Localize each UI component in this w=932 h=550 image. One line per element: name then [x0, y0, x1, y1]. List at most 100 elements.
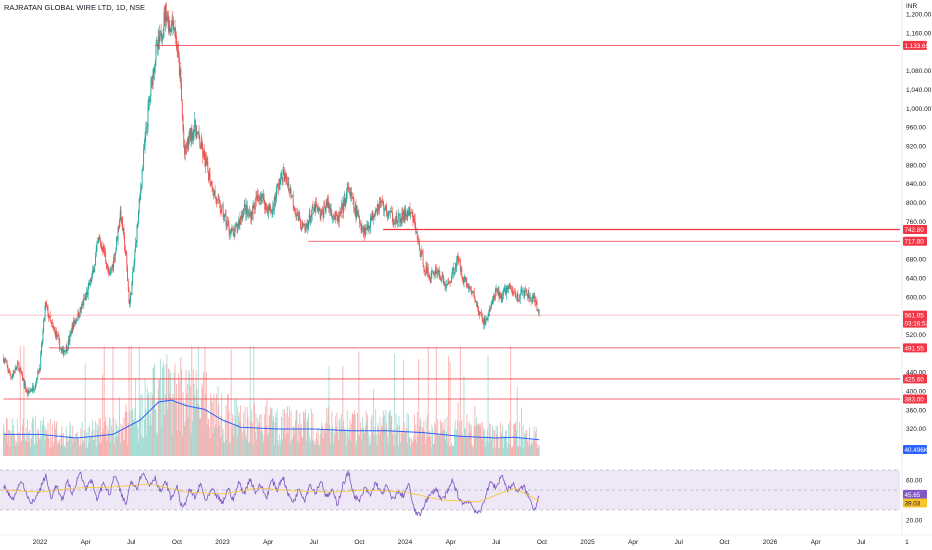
volume-bar [259, 431, 261, 456]
volume-bar [200, 418, 201, 456]
candle-body [500, 296, 502, 298]
candle-body [92, 270, 93, 276]
volume-bar [109, 418, 111, 456]
volume-bar [473, 447, 474, 456]
volume-bar [186, 393, 188, 456]
volume-bar [89, 426, 91, 456]
volume-bar [84, 363, 86, 456]
price-tick-label: 800.00 [906, 200, 926, 207]
volume-bar [442, 421, 444, 456]
candle-body [112, 264, 114, 268]
volume-bar [422, 429, 424, 456]
volume-bar [345, 431, 347, 456]
candle-body [200, 141, 202, 149]
candle-body [74, 320, 76, 324]
volume-bar [432, 428, 434, 456]
candle-body [285, 174, 287, 178]
candle-body [14, 367, 16, 373]
candle-body [308, 221, 309, 229]
candle-body [408, 207, 410, 212]
candle-body [275, 198, 277, 201]
candle-body [499, 293, 501, 298]
candle-body [487, 315, 489, 320]
volume-bar [223, 441, 225, 456]
volume-bar [298, 441, 300, 456]
candle-body [279, 178, 281, 185]
volume-bar [524, 433, 525, 456]
volume-bar [489, 423, 491, 456]
candle-body [233, 233, 235, 237]
candle-body [100, 241, 102, 246]
volume-bar [437, 435, 439, 456]
candle-body [173, 29, 175, 31]
volume-bar [457, 402, 459, 456]
volume-bar [227, 394, 229, 456]
candle-body [245, 205, 247, 215]
volume-bar [310, 438, 312, 456]
volume-bar [518, 422, 520, 456]
candle-body [361, 227, 363, 231]
volume-bar [3, 424, 4, 456]
volume-bar [300, 423, 302, 456]
volume-bar [302, 437, 304, 456]
volume-bar [286, 434, 288, 456]
candle-body [432, 271, 434, 275]
volume-bar [366, 421, 368, 456]
volume-bar [170, 401, 172, 456]
volume-bar [68, 434, 70, 456]
price-tick-label: 440.00 [906, 370, 926, 377]
volume-bar [250, 420, 252, 456]
candle-body [509, 284, 511, 287]
volume-bar [253, 346, 255, 456]
volume-bar [215, 424, 217, 456]
indicator-lines [3, 399, 540, 517]
candle-body [397, 214, 399, 221]
candle-body [3, 359, 5, 362]
volume-bar [204, 346, 206, 456]
candle-body [283, 169, 285, 173]
volume-bar [157, 435, 158, 456]
volume-bar [443, 430, 445, 456]
volume-bar [8, 429, 10, 456]
candle-body [8, 370, 10, 373]
volume-bar [370, 418, 372, 456]
candle-body [375, 210, 377, 216]
candle-body [339, 212, 341, 214]
candle-body [355, 205, 357, 218]
volume-bar [73, 436, 75, 456]
volume-bar [121, 425, 123, 456]
candle-body [498, 289, 500, 298]
candle-body [504, 288, 506, 289]
candle-body [150, 81, 152, 96]
volume-bar [318, 444, 320, 456]
volume-bar [225, 405, 227, 456]
candle-body [292, 195, 294, 206]
volume-bar [316, 433, 318, 456]
candle-body [270, 212, 272, 213]
volume-bar [471, 444, 473, 456]
volume-bar [306, 422, 308, 456]
candle-body [139, 194, 141, 199]
volume-bar [510, 447, 512, 456]
volume-bar [296, 410, 298, 456]
candle-body [382, 201, 384, 206]
volume-bar [81, 422, 83, 456]
candle-body [451, 269, 453, 277]
candle-body [343, 197, 345, 200]
candle-body [365, 227, 367, 230]
volume-bar [475, 426, 477, 456]
volume-bar [284, 437, 286, 456]
candle-body [151, 76, 153, 86]
horizontal-levels[interactable] [0, 44, 900, 400]
candle-body [143, 146, 145, 150]
volume-bar [30, 438, 32, 456]
volume-bar [446, 416, 448, 456]
candle-body [507, 287, 509, 289]
candle-body [43, 320, 45, 332]
candle-body [374, 215, 376, 217]
volume-bar [37, 428, 39, 456]
volume-bar [161, 427, 163, 456]
volume-bar [191, 346, 193, 456]
volume-bar [408, 436, 410, 456]
